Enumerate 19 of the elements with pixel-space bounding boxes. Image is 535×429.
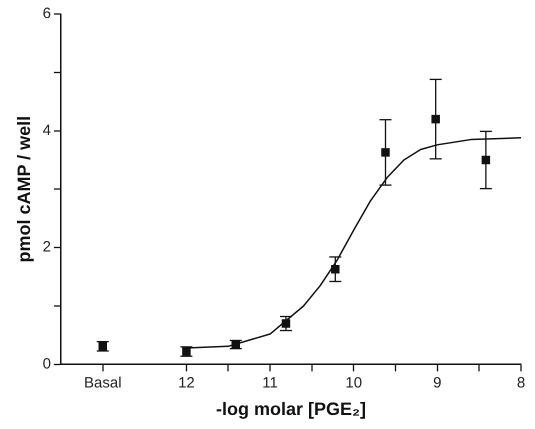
point	[232, 340, 240, 349]
x-tick-label: 11	[262, 374, 278, 392]
y-tick-label: 0	[42, 356, 51, 373]
y-tick-label: 2	[42, 238, 51, 256]
x-tick-label: 9	[433, 374, 442, 392]
y-tick-label: 4	[42, 122, 51, 139]
x-axis-title: -log molar [PGE₂]	[216, 399, 366, 420]
y-axis-title: pmol cAMP / well	[14, 116, 34, 263]
y-tick-label: 6	[42, 5, 51, 22]
point	[381, 148, 390, 157]
x-tick-label: 10	[345, 374, 362, 392]
x-tick-label: Basal	[84, 374, 122, 392]
point	[482, 156, 490, 164]
point	[282, 319, 290, 328]
x-tick-label: 12	[178, 374, 195, 392]
point	[431, 114, 440, 124]
x-tick-label: 8	[516, 374, 526, 392]
point	[331, 264, 340, 274]
point	[98, 342, 108, 351]
